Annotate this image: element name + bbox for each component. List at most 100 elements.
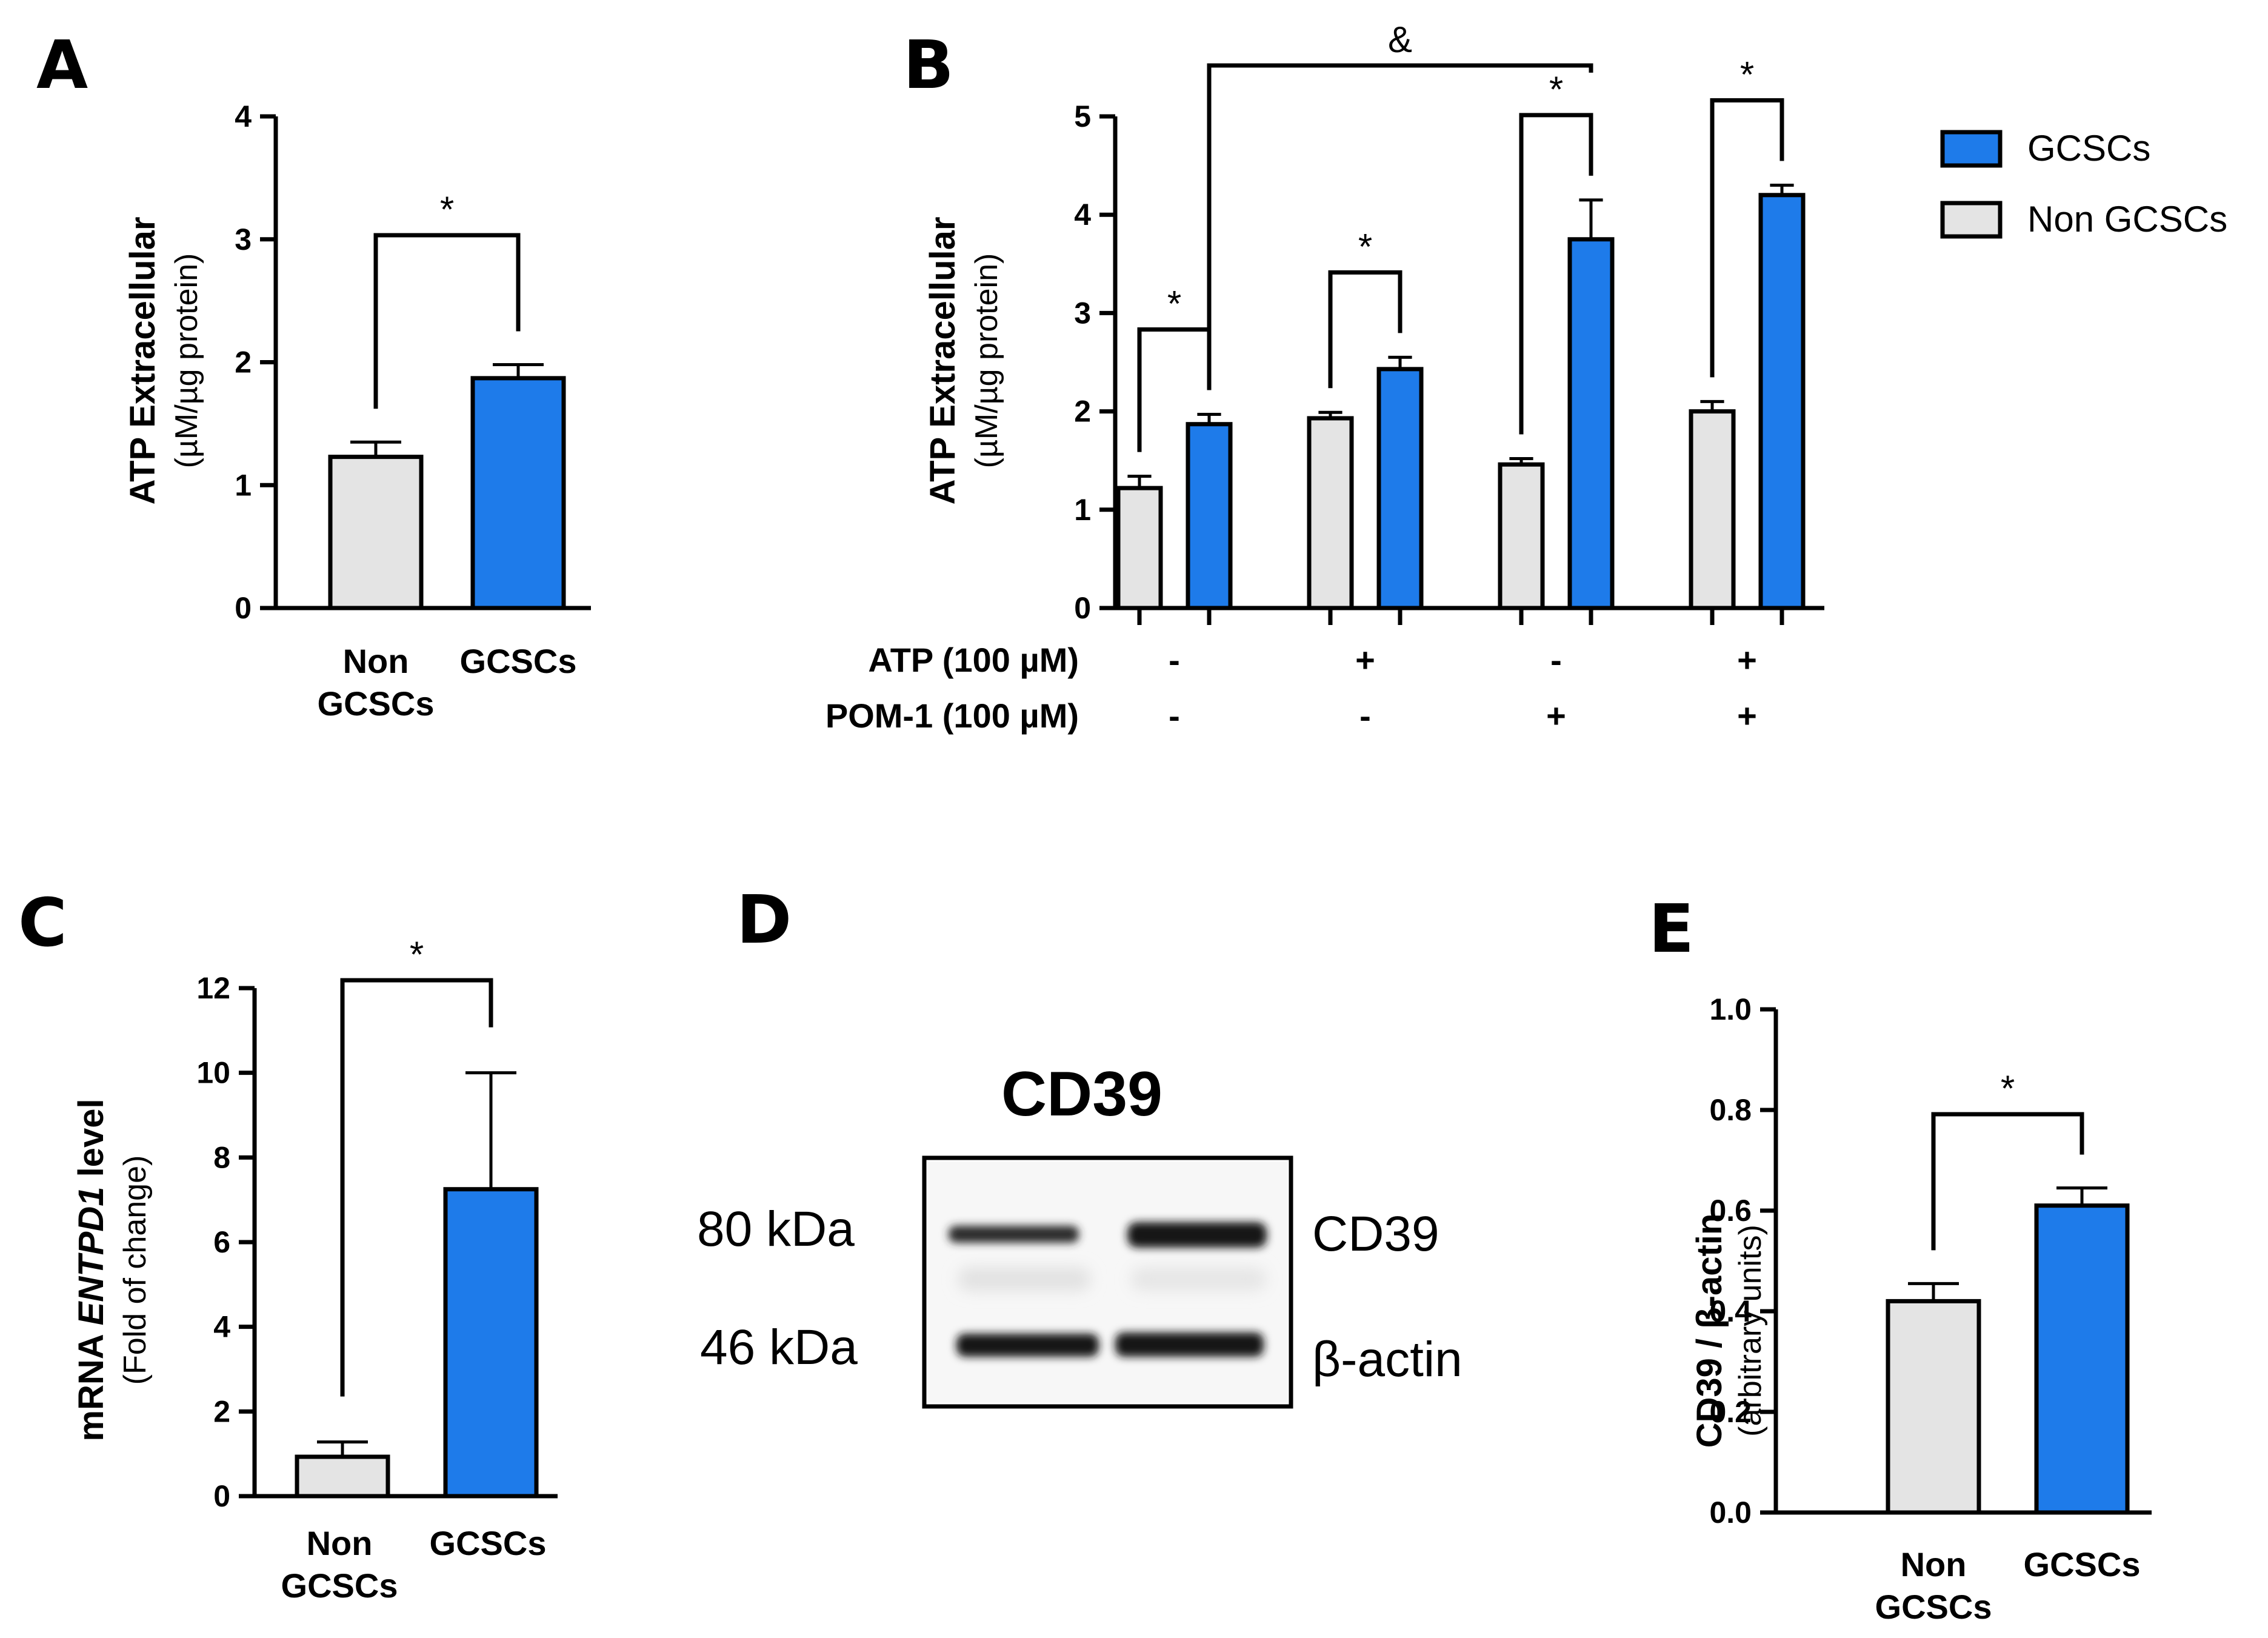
panel-b-ytick-label-1: 1 (1074, 493, 1091, 527)
blot-label-cd39: CD39 (1312, 1206, 1439, 1262)
panel-c-bar-gcscs (443, 1187, 539, 1499)
panel-e-ylabel: CD39 / β-actin (1690, 1214, 1729, 1448)
panel-e-ytick-label-4: 0.8 (1709, 1093, 1752, 1127)
panel-b-significance-bracket-group-1 (1328, 270, 1402, 389)
blot-band-beta-actin-non-gcscs (956, 1334, 1099, 1357)
panel-c-ytick-label-2: 4 (213, 1310, 230, 1344)
panel-b-ylabel-sub: (µM/µg protein) (969, 253, 1004, 469)
panel-b-ytick-label-3: 3 (1074, 296, 1091, 330)
panel-b-bar-non-gcscs-group-3 (1689, 409, 1736, 610)
panel-a-bar-non-gcscs (328, 455, 424, 610)
panel-a-bar-gcscs (470, 376, 566, 610)
panel-c-chart: mRNA ENTPD1 level (Fold of change) Non G… (72, 934, 558, 1605)
panel-e-ytick-label-1: 0.2 (1709, 1395, 1752, 1429)
panel-b-significance-bracket-group-1-label: * (1358, 226, 1372, 267)
panel-c-ylabel: mRNA ENTPD1 level (72, 1098, 111, 1441)
panel-a-significance-bracket (373, 233, 521, 409)
panel-e-ytick-label-0: 0.0 (1709, 1496, 1752, 1529)
panel-b-significance-bracket-group-3 (1710, 98, 1784, 378)
panel-e-ytick-label-2: 0.4 (1709, 1294, 1752, 1328)
panel-letter-c: C (18, 884, 67, 961)
blot-smear-gcscs (1130, 1267, 1267, 1291)
panel-b-ytick-label-0: 0 (1074, 591, 1091, 625)
panel-b-atp-sign-2: - (1550, 641, 1562, 679)
panel-b-significance-bracket-between-groups (1207, 63, 1593, 390)
panel-b-bar-non-gcscs-group-0 (1116, 486, 1163, 610)
panel-c-ytick-label-6: 12 (196, 971, 230, 1005)
panel-b-row-atp-label: ATP (100 µM) (868, 641, 1079, 679)
blot-label-beta-actin: β-actin (1312, 1332, 1463, 1387)
panel-a-chart: ATP Extracellular (µM/µg protein) Non GC… (123, 99, 591, 723)
panel-b-significance-bracket-group-3-label: * (1740, 55, 1754, 95)
panel-c-significance-bracket-label: * (410, 934, 424, 975)
panel-a-ytick-label-1: 1 (235, 468, 252, 502)
panel-c-ytick-label-4: 8 (213, 1140, 230, 1174)
legend: GCSCs Non GCSCs (1940, 128, 2227, 239)
panel-b-significance-bracket-group-2-label: * (1549, 69, 1563, 110)
panel-c-ytick-label-0: 0 (213, 1479, 230, 1513)
panel-a-ytick-label-4: 4 (235, 99, 252, 133)
panel-c-category-0-line2: GCSCs (281, 1566, 398, 1605)
panel-b-ylabel: ATP Extracellular (923, 217, 962, 505)
panel-e-ytick-label-5: 1.0 (1709, 992, 1752, 1026)
panel-c-ytick-label-3: 6 (213, 1225, 230, 1259)
panel-c-bar-non-gcscs (295, 1454, 390, 1499)
panel-e-significance-bracket (1931, 1112, 2084, 1251)
panel-b-pom1-sign-3: + (1737, 697, 1757, 735)
panel-a-ylabel-sub: (µM/µg protein) (169, 253, 204, 469)
panel-a-category-1: GCSCs (460, 642, 577, 680)
panel-b-ytick-label-2: 2 (1074, 395, 1091, 429)
panel-a-category-0-line2: GCSCs (318, 684, 435, 723)
blot-band-cd39-gcscs (1127, 1222, 1267, 1248)
legend-label-non-gcscs: Non GCSCs (2027, 199, 2227, 239)
panel-e-significance-bracket-label: * (2001, 1068, 2015, 1109)
panel-e-bar-gcscs (2034, 1203, 2130, 1515)
panel-b-bar-gcscs-group-1 (1376, 367, 1424, 610)
panel-e-category-0-line2: GCSCs (1875, 1588, 1992, 1626)
legend-swatch-non-gcscs (1940, 201, 2003, 239)
panel-b-atp-sign-3: + (1737, 641, 1757, 679)
panel-e-bar-non-gcscs (1886, 1299, 1981, 1515)
blot-smear-non-gcscs (958, 1267, 1091, 1291)
panel-b-row-pom1-label: POM-1 (100 µM) (825, 697, 1079, 735)
panel-b-ytick-label-5: 5 (1074, 99, 1091, 133)
panel-e-category-1: GCSCs (2024, 1545, 2141, 1583)
panel-c-ylabel-sub: (Fold of change) (118, 1155, 153, 1385)
panel-a-significance-bracket-label: * (440, 189, 454, 230)
panel-letter-b: B (903, 26, 954, 104)
panel-a-ytick-label-0: 0 (235, 591, 252, 625)
panel-letter-d: D (736, 881, 792, 958)
panel-c-category-0-line1: Non (307, 1524, 373, 1562)
panel-e-ylabel-sub: (arbitrary units) (1733, 1225, 1768, 1437)
panel-b-pom1-sign-1: - (1359, 697, 1371, 735)
panel-a-ytick-label-3: 3 (235, 222, 252, 256)
panel-e-chart: CD39 / β-actin (arbitrary units) Non GCS… (1690, 992, 2152, 1626)
panel-b-chart: ATP Extracellular (µM/µg protein) ATP (1… (825, 19, 1824, 735)
panel-a-ylabel: ATP Extracellular (123, 217, 162, 505)
panel-b-significance-bracket-group-2 (1519, 113, 1593, 435)
panel-b-pom1-sign-2: + (1546, 697, 1566, 735)
panel-b-bar-gcscs-group-0 (1186, 422, 1233, 610)
panel-letter-e: E (1649, 890, 1694, 968)
blot-band-beta-actin-gcscs (1115, 1332, 1264, 1357)
panel-d-western-blot: CD39 80 kDa 46 kDa CD39 β-actin (697, 1059, 1463, 1409)
panel-e-ytick-label-3: 0.6 (1709, 1194, 1752, 1228)
panel-b-pom1-sign-0: - (1169, 697, 1180, 735)
blot-marker-46kda: 46 kDa (700, 1320, 858, 1375)
panel-c-category-1: GCSCs (430, 1524, 547, 1562)
panel-a-ytick-label-2: 2 (235, 346, 252, 379)
blot-band-cd39-non-gcscs (949, 1226, 1079, 1243)
blot-title: CD39 (1001, 1059, 1162, 1129)
panel-b-ytick-label-4: 4 (1074, 198, 1091, 232)
panel-b-bar-non-gcscs-group-1 (1307, 416, 1354, 610)
panel-b-bar-gcscs-group-2 (1567, 237, 1615, 610)
panel-b-atp-sign-0: - (1169, 641, 1180, 679)
legend-label-gcscs: GCSCs (2027, 128, 2150, 169)
panel-a-category-0-line1: Non (343, 642, 409, 680)
panel-c-significance-bracket (340, 978, 493, 1397)
legend-swatch-gcscs (1940, 130, 2003, 168)
panel-b-atp-sign-1: + (1355, 641, 1375, 679)
panel-letter-a: A (36, 26, 88, 104)
panel-b-significance-bracket-group-0-label: * (1167, 283, 1181, 324)
